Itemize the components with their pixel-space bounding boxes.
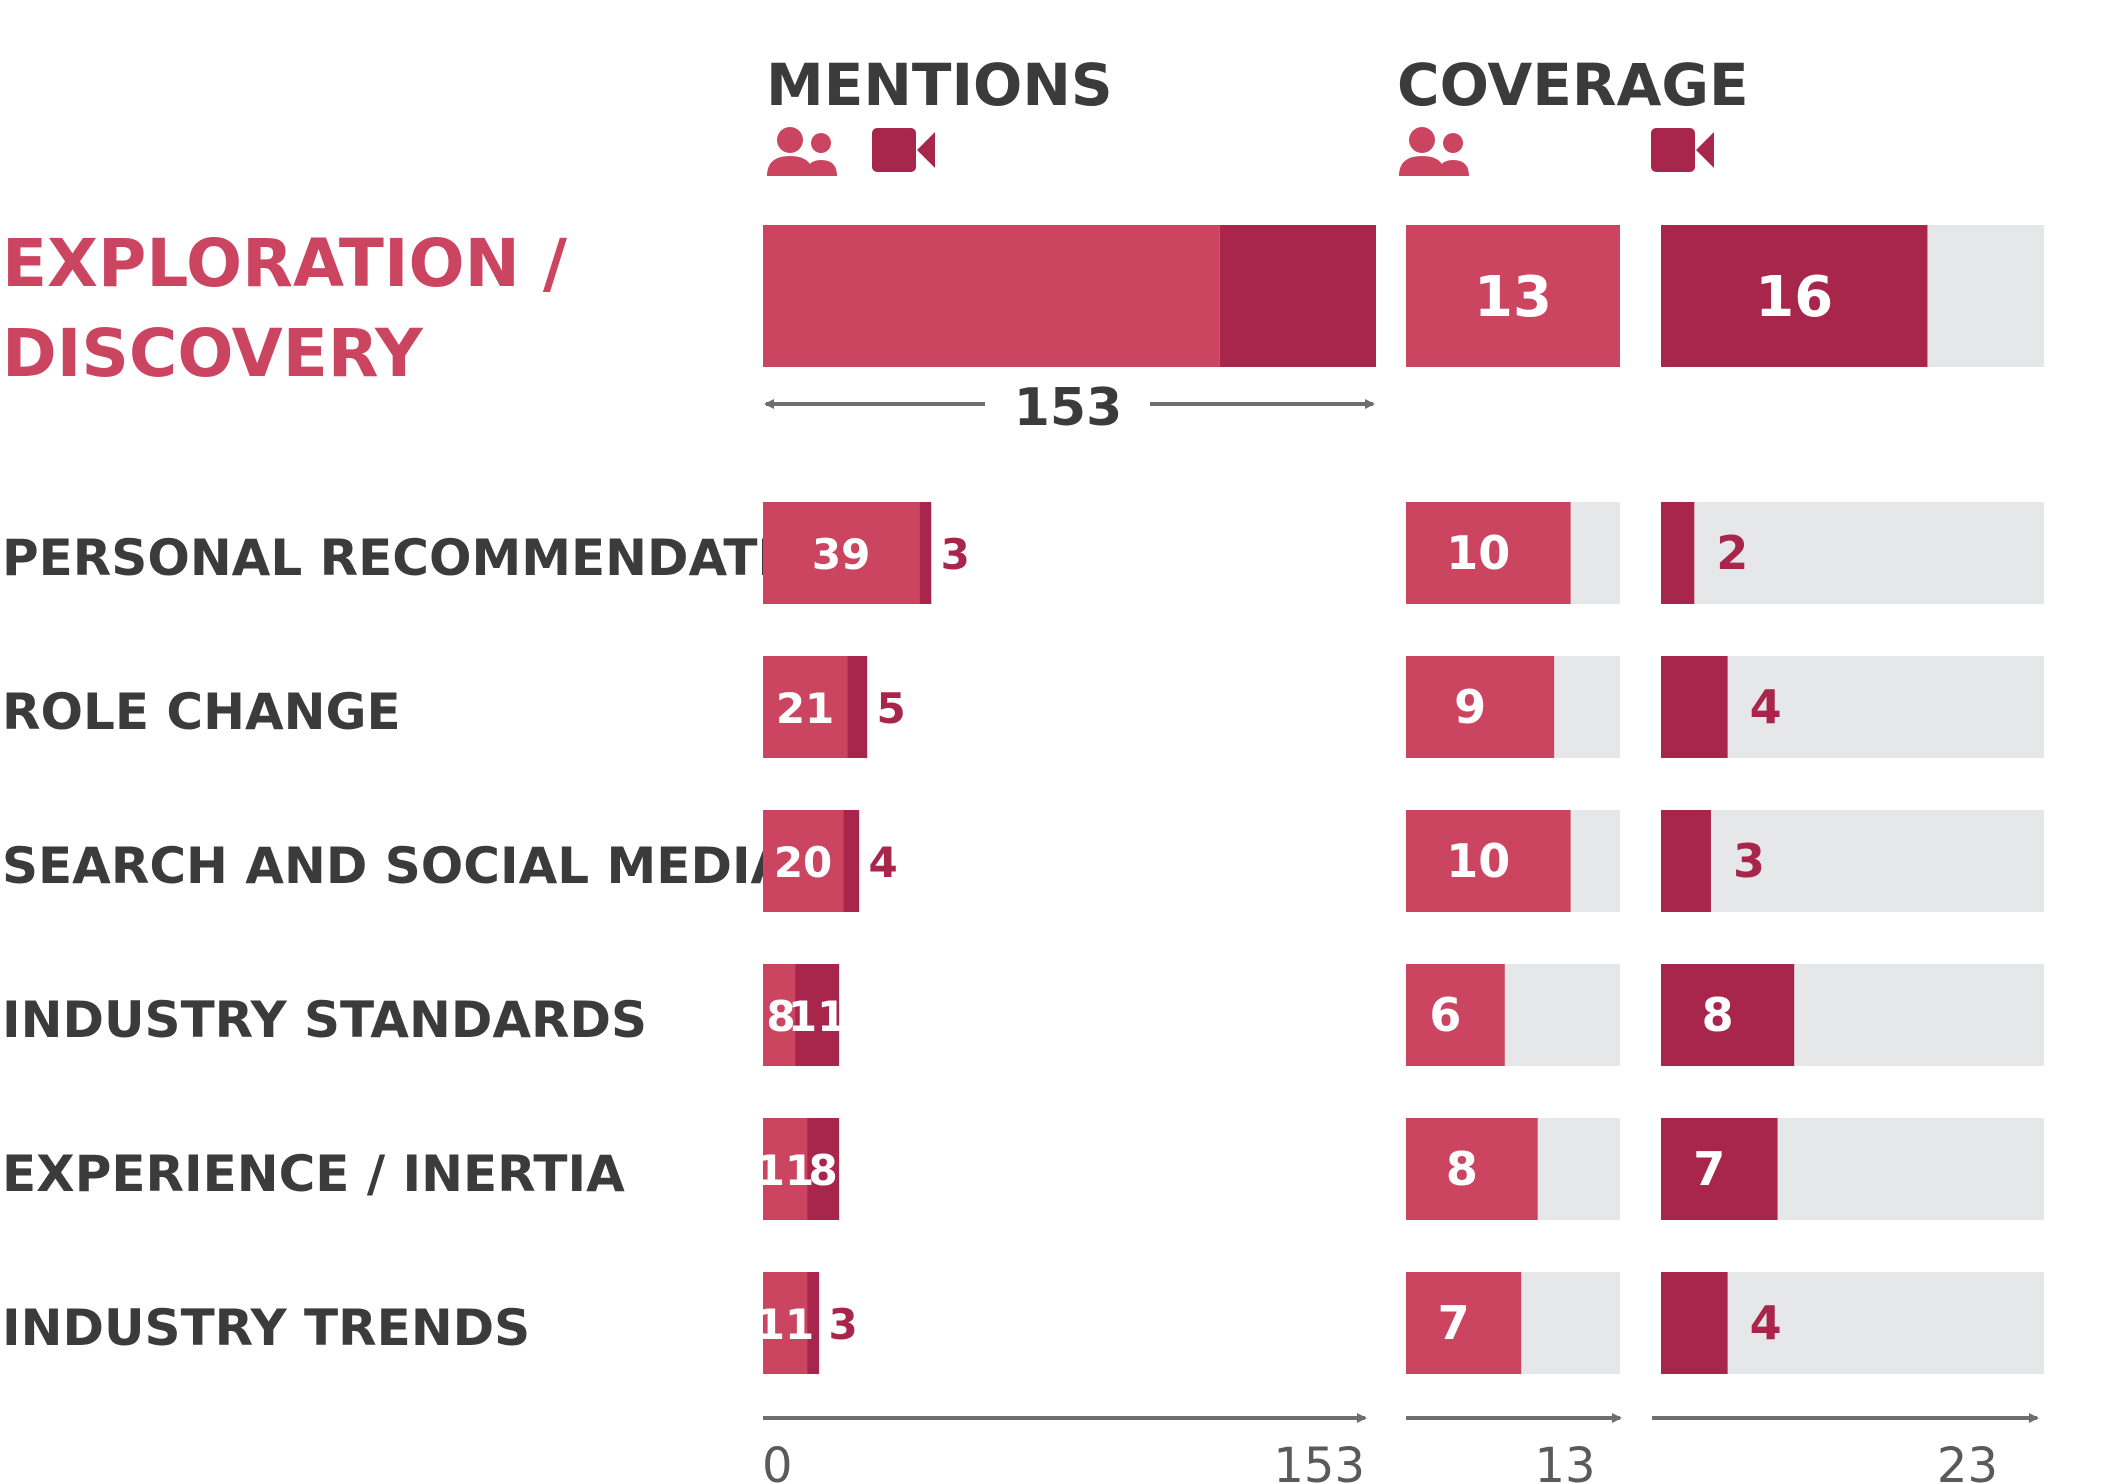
mentions-video-bar [847,656,868,758]
category-label: ROLE CHANGE [2,683,401,741]
coverage-in-person-label: 10 [1446,526,1510,580]
mentions-video-label: 8 [808,1146,837,1195]
total-label-line-2: DISCOVERY [2,315,424,392]
mentions-video-bar [807,1118,840,1220]
total-coverage-video-bar [1661,225,1928,367]
coverage-video-label: 2 [1716,526,1748,580]
coverage-in-person-label: 7 [1438,1296,1470,1350]
coverage-video-bar [1661,502,1695,604]
video-camera-icon [872,128,935,172]
mentions-in-person-bar [763,964,796,1066]
mentions-video-bar [795,964,840,1066]
coverage-video-label: 7 [1693,1142,1725,1196]
category-label: EXPERIENCE / INERTIA [2,1145,625,1203]
mentions-header: MENTIONS [766,51,1113,119]
coverage-in-person-bar [1406,1118,1538,1220]
mentions-in-person-label: 39 [812,530,870,579]
coverage-in-person-axis-max-label: 13 [1534,1438,1595,1484]
coverage-video-bar [1661,810,1711,912]
mentions-video-label: 4 [869,838,898,887]
mentions-axis-max-label: 153 [1273,1438,1365,1484]
category-label: SEARCH AND SOCIAL MEDIA [2,837,790,895]
total-coverage-video-label: 16 [1755,265,1833,330]
coverage-video-bar [1661,656,1728,758]
total-coverage-in-person-bar [1406,225,1620,367]
coverage-in-person-bar [1406,502,1571,604]
coverage-in-person-label: 9 [1454,680,1486,734]
mentions-in-person-bar [763,656,848,758]
total-label-line-1: EXPLORATION / [2,225,568,302]
total-mentions-video-bar [1219,225,1376,367]
people-icon [1399,127,1469,176]
coverage-video-label: 3 [1733,834,1765,888]
total-coverage-in-person-label: 13 [1474,265,1552,330]
mentions-video-bar [919,502,932,604]
mentions-in-person-label: 21 [776,684,834,733]
total-mentions-label: 153 [1014,378,1123,438]
coverage-in-person-label: 8 [1446,1142,1478,1196]
total-label: EXPLORATION / DISCOVERY [2,225,590,392]
coverage-video-label: 8 [1702,988,1734,1042]
category-label: PERSONAL RECOMMENDATIONS [2,529,896,587]
people-icon [767,127,837,176]
mentions-video-bar [807,1272,820,1374]
mentions-in-person-bar [763,502,920,604]
coverage-in-person-bar [1406,656,1555,758]
coverage-video-track [1661,502,2044,604]
mentions-in-person-label: 11 [756,1300,814,1349]
category-label: INDUSTRY TRENDS [2,1299,530,1357]
coverage-in-person-label: 6 [1429,988,1461,1042]
coverage-video-label: 4 [1750,1296,1782,1350]
coverage-video-axis-max-label: 23 [1937,1438,1998,1484]
coverage-in-person-bar [1406,810,1571,912]
coverage-video-bar [1661,1118,1778,1220]
video-camera-icon [1651,128,1714,172]
coverage-video-bar [1661,964,1795,1066]
mentions-in-person-label: 11 [756,1146,814,1195]
mentions-video-label: 5 [877,684,906,733]
mentions-in-person-bar [763,1118,808,1220]
mentions-axis-min-label: 0 [762,1438,793,1484]
coverage-video-label: 4 [1750,680,1782,734]
coverage-in-person-bar [1406,964,1505,1066]
mentions-in-person-label: 8 [766,992,795,1041]
coverage-header: COVERAGE [1397,51,1749,119]
coverage-video-track [1661,810,2044,912]
coverage-in-person-label: 10 [1446,834,1510,888]
mentions-video-label: 3 [828,1300,857,1349]
mentions-video-label: 11 [788,992,846,1041]
category-label: INDUSTRY STANDARDS [2,991,647,1049]
mentions-in-person-bar [763,1272,808,1374]
total-mentions-in-person-bar [763,225,1220,367]
coverage-video-bar [1661,1272,1728,1374]
mentions-in-person-bar [763,810,844,912]
mentions-video-bar [843,810,860,912]
coverage-in-person-bar [1406,1272,1522,1374]
mentions-video-label: 3 [941,530,970,579]
mentions-in-person-label: 20 [774,838,832,887]
